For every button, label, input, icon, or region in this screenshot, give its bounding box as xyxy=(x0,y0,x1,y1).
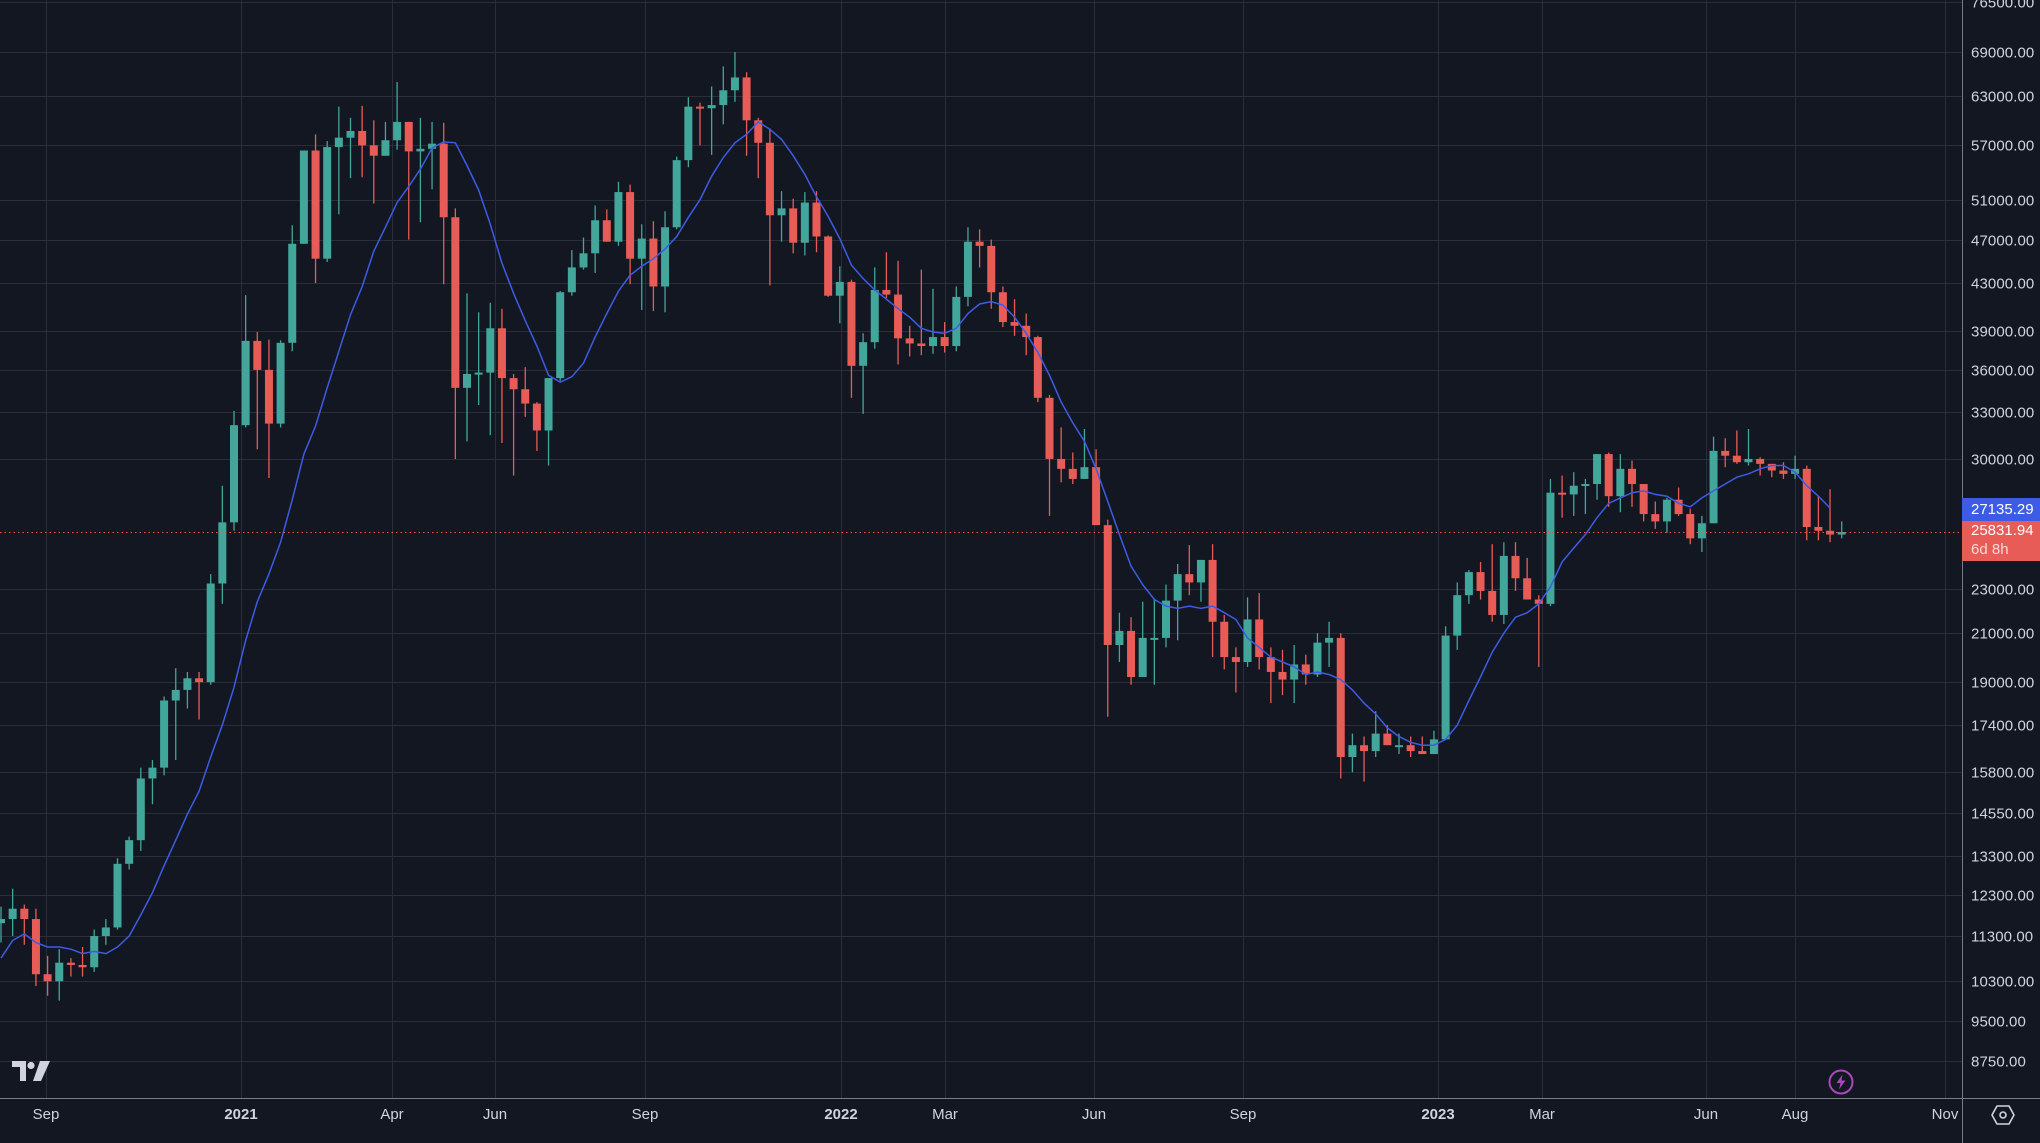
price-tick-label: 11300.00 xyxy=(1971,928,2034,945)
price-tick-label: 51000.00 xyxy=(1971,192,2035,209)
time-tick-label: Mar xyxy=(932,1106,958,1123)
price-tick-label: 30000.00 xyxy=(1971,451,2035,468)
candles xyxy=(0,52,1846,1001)
price-tick-label: 43000.00 xyxy=(1971,275,2035,292)
price-tick-label: 76500.00 xyxy=(1971,0,2035,11)
time-tick-label: Mar xyxy=(1529,1106,1555,1123)
price-tick-label: 63000.00 xyxy=(1971,88,2035,105)
time-tick-label: Apr xyxy=(380,1106,404,1123)
ma-value-badge: 27135.29 xyxy=(1962,498,2040,521)
time-tick-label: Aug xyxy=(1781,1106,1809,1123)
price-tick-label: 9500.00 xyxy=(1971,1013,2026,1030)
price-tick-label: 69000.00 xyxy=(1971,44,2035,61)
price-tick-label: 8750.00 xyxy=(1971,1053,2026,1070)
moving-average-line xyxy=(0,120,1831,959)
bar-countdown: 6d 8h xyxy=(1971,541,2009,558)
last-price-value: 25831.94 xyxy=(1971,522,2034,539)
time-tick-label: 2022 xyxy=(824,1106,858,1123)
tradingview-logo-icon[interactable] xyxy=(12,1061,52,1082)
time-tick-label: Nov xyxy=(1931,1106,1959,1123)
time-tick-label: 2023 xyxy=(1421,1106,1455,1123)
lightning-bolt-icon[interactable] xyxy=(1827,1068,1855,1096)
time-tick-label: Sep xyxy=(631,1106,659,1123)
price-tick-label: 47000.00 xyxy=(1971,232,2035,249)
time-tick-label: Jun xyxy=(1693,1106,1719,1123)
time-tick-label: 2021 xyxy=(224,1106,258,1123)
price-tick-label: 33000.00 xyxy=(1971,404,2035,421)
price-tick-label: 15800.00 xyxy=(1971,764,2035,781)
last-price-badge: 25831.94 6d 8h xyxy=(1962,521,2040,561)
price-tick-label: 19000.00 xyxy=(1971,674,2035,691)
price-tick-label: 12300.00 xyxy=(1971,887,2035,904)
price-tick-label: 39000.00 xyxy=(1971,323,2035,340)
price-tick-label: 10300.00 xyxy=(1971,973,2035,990)
price-tick-label: 36000.00 xyxy=(1971,362,2035,379)
price-tick-label: 13300.00 xyxy=(1971,848,2035,865)
price-tick-label: 21000.00 xyxy=(1971,625,2035,642)
time-axis[interactable] xyxy=(0,1098,1962,1143)
time-tick-label: Jun xyxy=(482,1106,508,1123)
price-tick-label: 14550.00 xyxy=(1971,805,2035,822)
time-tick-label: Sep xyxy=(1229,1106,1257,1123)
price-tick-label: 17400.00 xyxy=(1971,717,2035,734)
price-tick-label: 23000.00 xyxy=(1971,581,2035,598)
price-tick-label: 57000.00 xyxy=(1971,137,2035,154)
hexagon-settings-icon[interactable] xyxy=(1988,1100,2018,1130)
ma-value: 27135.29 xyxy=(1971,501,2034,518)
time-tick-label: Jun xyxy=(1081,1106,1107,1123)
time-tick-label: Sep xyxy=(32,1106,60,1123)
